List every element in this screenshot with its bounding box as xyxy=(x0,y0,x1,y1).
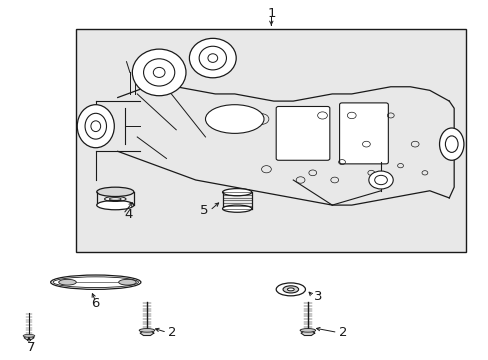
Polygon shape xyxy=(301,331,314,336)
Text: 5: 5 xyxy=(200,204,208,217)
Bar xyxy=(76,30,466,252)
Ellipse shape xyxy=(139,329,155,332)
Text: 2: 2 xyxy=(338,326,346,339)
Ellipse shape xyxy=(119,279,136,285)
FancyBboxPatch shape xyxy=(339,103,387,164)
Ellipse shape xyxy=(222,189,251,196)
Ellipse shape xyxy=(222,205,251,212)
Ellipse shape xyxy=(97,187,134,197)
FancyBboxPatch shape xyxy=(276,107,329,160)
Ellipse shape xyxy=(205,105,264,134)
Ellipse shape xyxy=(300,329,315,332)
Text: 6: 6 xyxy=(91,297,100,310)
Polygon shape xyxy=(24,336,34,339)
Ellipse shape xyxy=(439,128,463,160)
Text: 1: 1 xyxy=(266,7,275,20)
Ellipse shape xyxy=(77,105,114,148)
Ellipse shape xyxy=(276,283,305,296)
Ellipse shape xyxy=(23,334,35,337)
Polygon shape xyxy=(140,331,154,336)
Ellipse shape xyxy=(132,49,185,96)
Circle shape xyxy=(368,171,392,189)
Ellipse shape xyxy=(189,39,236,78)
Ellipse shape xyxy=(283,286,298,293)
Text: 3: 3 xyxy=(314,290,322,303)
Text: 4: 4 xyxy=(124,208,132,221)
Text: 2: 2 xyxy=(167,326,176,339)
Ellipse shape xyxy=(51,275,141,289)
Text: 7: 7 xyxy=(27,341,35,354)
Ellipse shape xyxy=(287,288,294,291)
Ellipse shape xyxy=(59,279,76,285)
Ellipse shape xyxy=(97,201,134,210)
